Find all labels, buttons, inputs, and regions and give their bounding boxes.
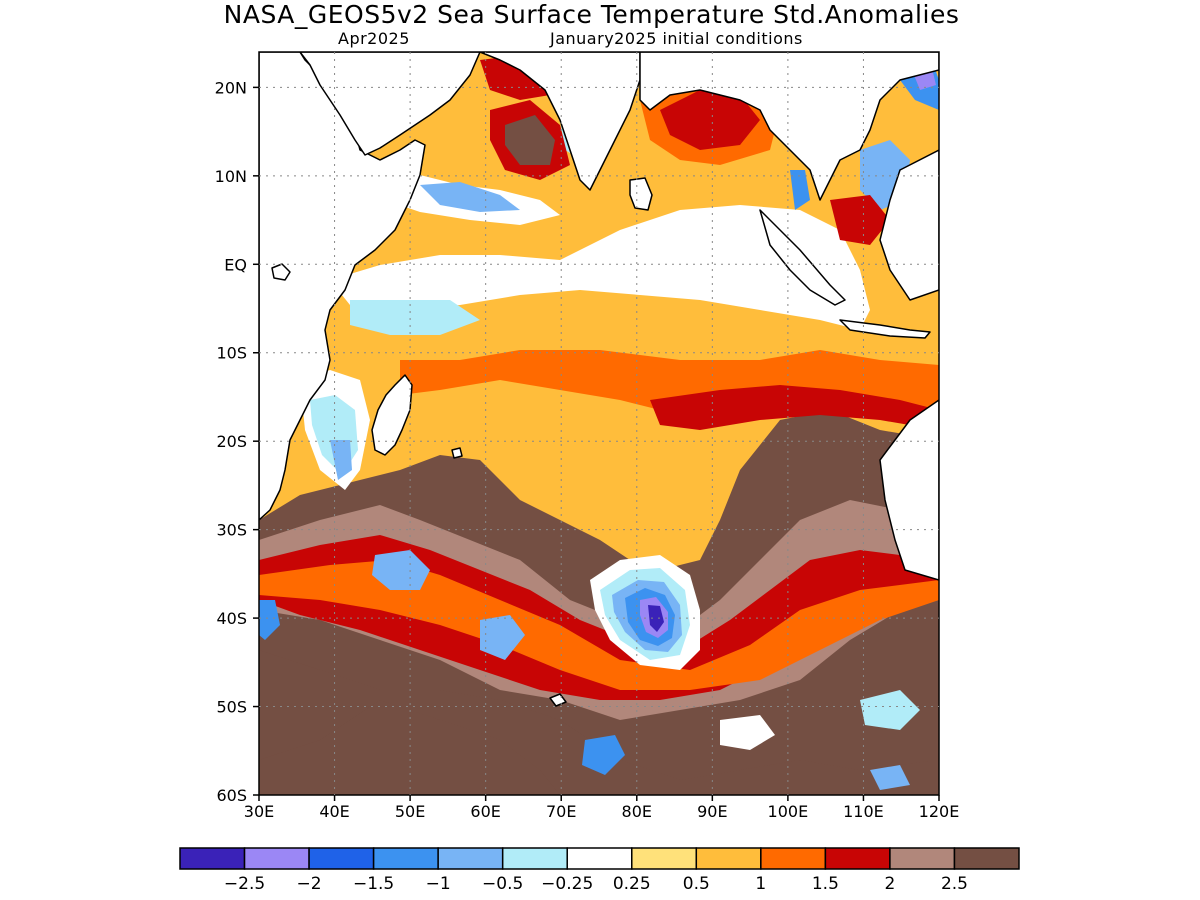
colorbar-label: 2	[885, 874, 896, 894]
lon-tick-label: 40E	[319, 802, 349, 821]
lat-tick-label: 20S	[216, 432, 247, 451]
colorbar-swatch	[824, 847, 891, 870]
colorbar-label: 1	[755, 874, 766, 894]
colorbar-swatch	[631, 847, 698, 870]
colorbar-swatch	[243, 847, 310, 870]
colorbar-label: −1	[426, 874, 451, 894]
lon-tick-label: 100E	[768, 802, 809, 821]
graticule	[259, 52, 939, 795]
colorbar-swatch	[760, 847, 827, 870]
colorbar-swatch	[179, 847, 246, 870]
colorbar-label: −0.5	[482, 874, 523, 894]
longitude-axis: 30E 40E 50E 60E 70E 80E 90E 100E 110E 120E	[244, 795, 960, 821]
colorbar-swatch	[889, 847, 956, 870]
lat-tick-label: 10S	[216, 344, 247, 363]
colorbar-label: 0.5	[683, 874, 710, 894]
colorbar-label: −2	[297, 874, 322, 894]
forecast-month: Apr2025	[338, 29, 410, 48]
map-title: NASA_GEOS5v2 Sea Surface Temperature Std…	[223, 0, 960, 29]
colorbar-label: 0.25	[613, 874, 651, 894]
colorbar-swatch	[953, 847, 1020, 870]
colorbar-label: 2.5	[941, 874, 968, 894]
colorbar-swatch	[372, 847, 439, 870]
colorbar-label: −2.5	[224, 874, 265, 894]
initial-conditions-label: January2025 initial conditions	[550, 29, 803, 48]
lat-tick-label: 40S	[216, 609, 247, 628]
land-masses	[259, 52, 939, 707]
colorbar-label: −0.25	[541, 874, 593, 894]
colorbar: −2.5 −2 −1.5 −1 −0.5 −0.25 0.25 0.5 1 1.5 2 2.5	[179, 847, 1020, 894]
colorbar-swatch	[501, 847, 568, 870]
lon-tick-label: 50E	[395, 802, 425, 821]
colorbar-label: 1.5	[812, 874, 839, 894]
lon-tick-label: 90E	[697, 802, 727, 821]
lat-tick-label: 10N	[215, 167, 247, 186]
lat-tick-label: 20N	[215, 78, 247, 97]
lon-tick-label: 120E	[919, 802, 960, 821]
colorbar-swatch	[437, 847, 504, 870]
colorbar-swatch	[695, 847, 762, 870]
lon-tick-label: 110E	[843, 802, 884, 821]
lat-tick-label: 60S	[216, 786, 247, 805]
lat-tick-label: EQ	[224, 255, 247, 274]
lon-tick-label: 30E	[244, 802, 274, 821]
colorbar-label: −1.5	[353, 874, 394, 894]
lon-tick-label: 60E	[470, 802, 500, 821]
lat-tick-label: 30S	[216, 521, 247, 540]
anomaly-field	[259, 52, 939, 795]
lon-tick-label: 80E	[622, 802, 652, 821]
lat-tick-label: 50S	[216, 698, 247, 717]
latitude-axis: 20N 10N EQ 10S 20S 30S 40S 50S 60S	[215, 78, 259, 805]
map-frame	[258, 51, 940, 796]
lon-tick-label: 70E	[546, 802, 576, 821]
colorbar-swatch	[308, 847, 375, 870]
colorbar-swatch	[566, 847, 633, 870]
